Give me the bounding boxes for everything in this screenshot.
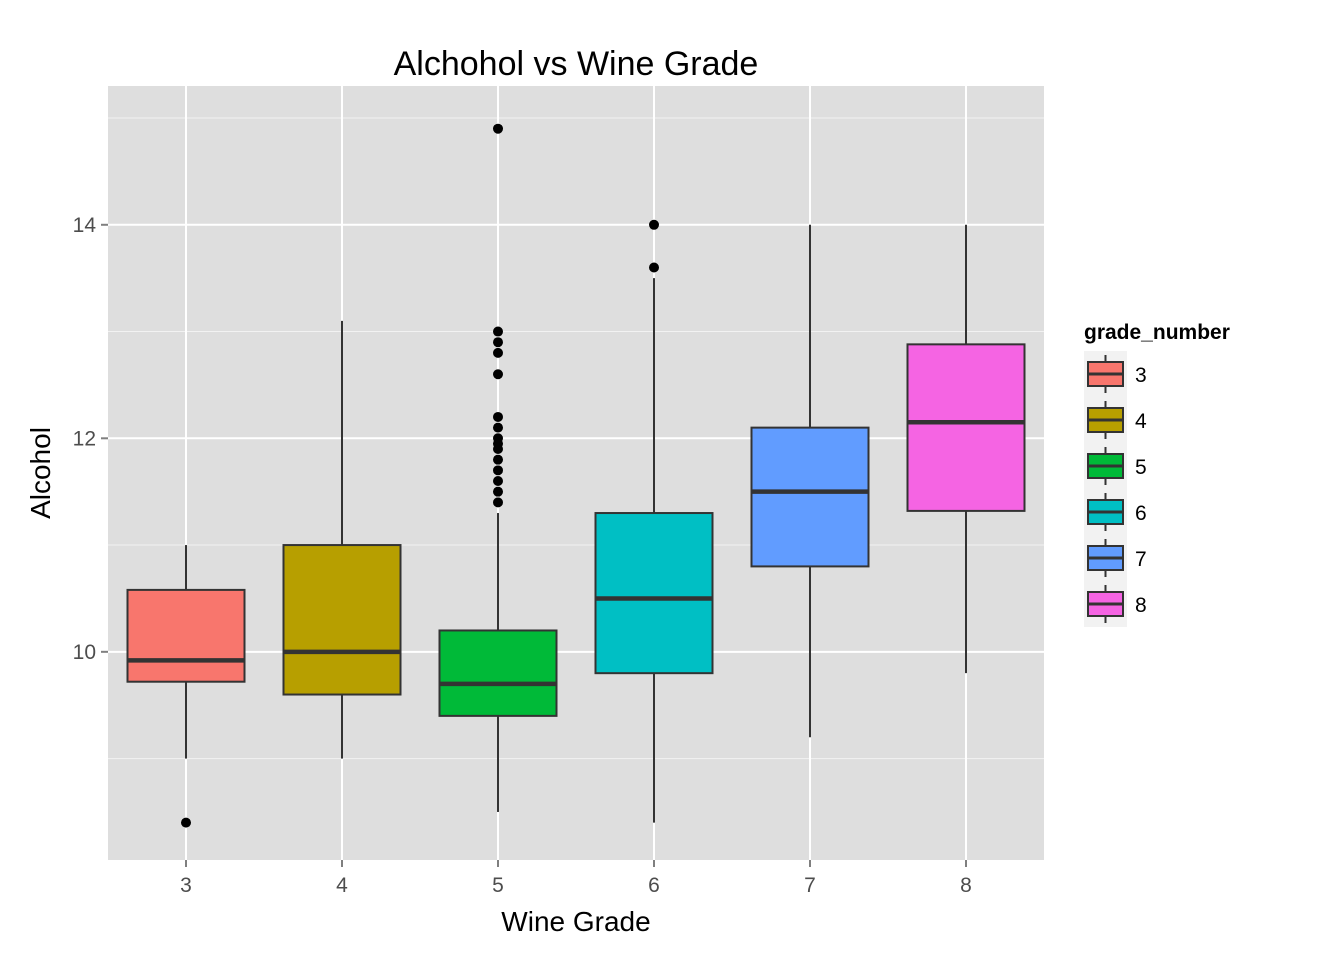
- legend-item-7: 7: [1084, 535, 1147, 581]
- outlier-point: [493, 454, 503, 465]
- legend-item-5: 5: [1084, 443, 1147, 489]
- x-tick-label: 8: [960, 874, 972, 897]
- outlier-point: [493, 337, 503, 348]
- box-iqr: [282, 544, 402, 696]
- box-iqr: [594, 512, 714, 675]
- x-tick-label: 7: [804, 874, 816, 897]
- outlier-point: [493, 347, 503, 358]
- box-group-8: [906, 224, 1026, 674]
- legend-label: 8: [1135, 594, 1147, 617]
- outlier-point: [493, 326, 503, 337]
- outlier-point: [493, 411, 503, 422]
- x-tick-label: 5: [492, 874, 504, 897]
- legend-item-4: 4: [1084, 397, 1147, 443]
- legend-item-3: 3: [1084, 351, 1147, 397]
- box-iqr: [750, 426, 870, 568]
- outlier-point: [181, 817, 191, 828]
- chart-title: Alchohol vs Wine Grade: [394, 45, 759, 83]
- box-iqr: [438, 629, 558, 717]
- outlier-point: [493, 433, 503, 444]
- x-tick-label: 4: [336, 874, 348, 897]
- x-tick-label: 6: [648, 874, 660, 897]
- legend-label: 7: [1135, 548, 1147, 571]
- box-group-7: [750, 224, 870, 738]
- grid-minor: [108, 117, 1044, 760]
- box-group-5: [438, 123, 558, 812]
- outlier-point: [493, 476, 503, 487]
- outlier-point: [493, 465, 503, 476]
- box-group-6: [594, 219, 714, 823]
- y-tick-label: 10: [73, 641, 96, 664]
- box-iqr: [906, 343, 1026, 512]
- legend-label: 4: [1135, 410, 1147, 433]
- box-group-4: [282, 320, 402, 759]
- legend-item-8: 8: [1084, 581, 1147, 627]
- outlier-point: [493, 422, 503, 433]
- y-tick-label: 12: [73, 427, 96, 450]
- box-group-3: [126, 545, 246, 828]
- legend-title: grade_number: [1084, 321, 1230, 344]
- box-iqr: [126, 588, 246, 683]
- tick-labels: 10 12 14 3 4 5 6 7 8: [73, 214, 972, 897]
- x-tick-label: 3: [180, 874, 192, 897]
- outlier-point: [493, 123, 503, 134]
- outlier-point: [493, 486, 503, 497]
- legend: grade_number 3 4 5 6 7 8: [1084, 321, 1230, 627]
- boxes: [126, 123, 1026, 828]
- outlier-point: [649, 262, 659, 273]
- outlier-point: [493, 369, 503, 380]
- legend-label: 3: [1135, 364, 1147, 387]
- x-axis-title: Wine Grade: [501, 906, 650, 937]
- outlier-point: [649, 219, 659, 230]
- legend-label: 6: [1135, 502, 1147, 525]
- y-tick-label: 14: [73, 214, 97, 237]
- outlier-point: [493, 497, 503, 508]
- legend-label: 5: [1135, 456, 1147, 479]
- plot-panel: [108, 86, 1044, 860]
- legend-item-6: 6: [1084, 489, 1147, 535]
- axis-ticks: [101, 223, 967, 867]
- y-axis-title: Alcohol: [25, 427, 56, 519]
